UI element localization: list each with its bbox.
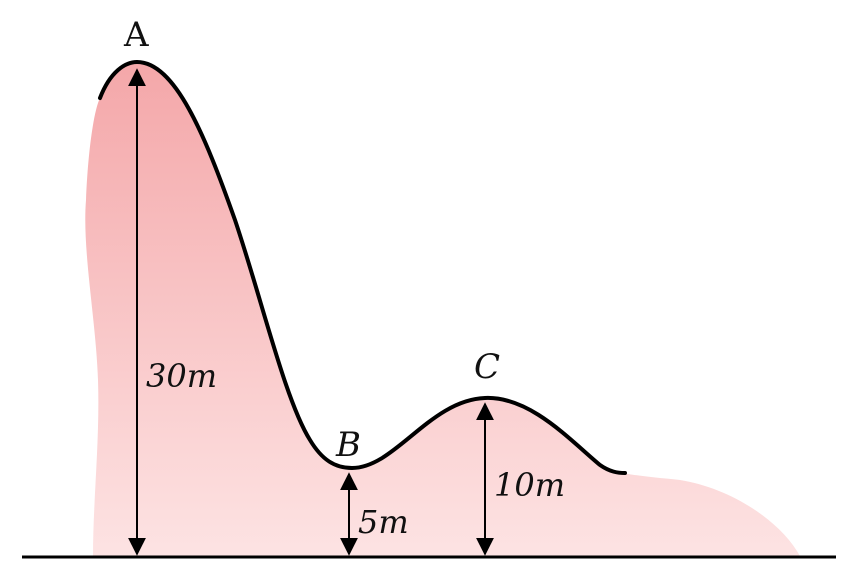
hill-fill	[85, 62, 801, 556]
height-label-a: 30m	[146, 357, 217, 395]
point-label-c: C	[474, 347, 500, 387]
point-label-b: B	[335, 425, 361, 465]
height-label-b: 5m	[358, 503, 409, 541]
height-label-c: 10m	[494, 466, 565, 504]
point-label-a: A	[123, 15, 149, 55]
track-curve	[98, 59, 627, 475]
